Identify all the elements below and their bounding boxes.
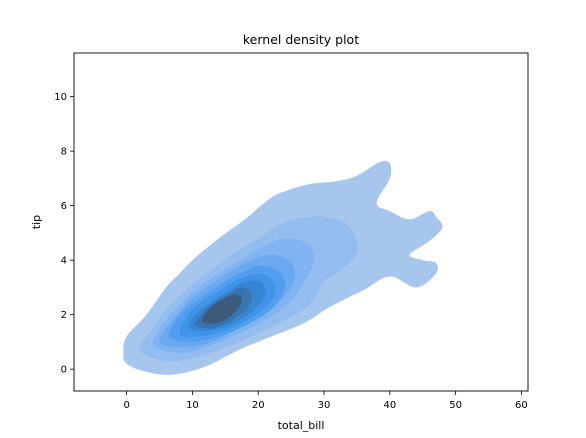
x-tick-label: 30 — [318, 400, 331, 411]
density-contours — [123, 160, 443, 375]
density-contour-level-9 — [201, 294, 242, 324]
y-tick-label: 0 — [61, 365, 67, 376]
x-tick-label: 20 — [252, 400, 265, 411]
x-tick-label: 10 — [186, 400, 199, 411]
y-axis-ticks: 0 2 4 6 8 10 — [54, 92, 74, 376]
x-tick-label: 0 — [123, 400, 129, 411]
y-tick-label: 10 — [54, 92, 67, 103]
plot-area-frame — [73, 52, 529, 392]
x-tick-label: 60 — [515, 400, 528, 411]
y-tick-label: 6 — [61, 201, 67, 212]
x-tick-label: 50 — [449, 400, 462, 411]
chart-title: kernel density plot — [243, 32, 359, 47]
y-tick-label: 4 — [61, 256, 67, 267]
x-axis-label: total_bill — [278, 419, 325, 432]
x-axis-ticks: 0 10 20 30 40 50 60 — [123, 391, 528, 411]
y-axis-label: tip — [30, 215, 43, 229]
y-tick-label: 8 — [61, 147, 67, 158]
y-tick-label: 2 — [61, 310, 67, 321]
x-tick-label: 40 — [383, 400, 396, 411]
